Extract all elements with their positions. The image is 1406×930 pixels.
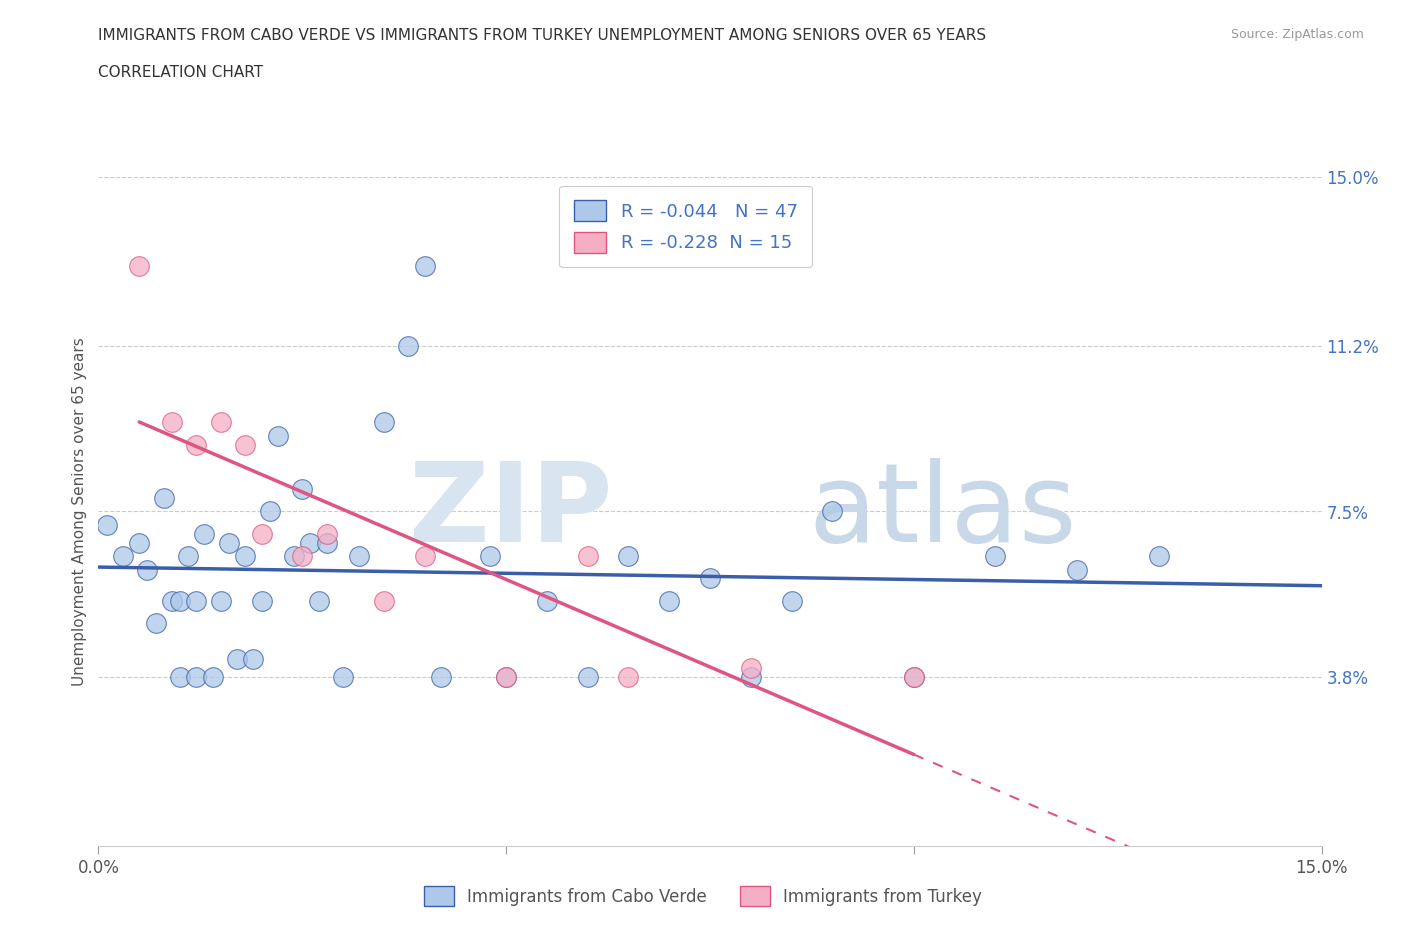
Point — [152, 491, 174, 506]
Text: ZIP: ZIP — [409, 458, 612, 565]
Point — [413, 259, 436, 273]
Point — [576, 670, 599, 684]
Legend: Immigrants from Cabo Verde, Immigrants from Turkey: Immigrants from Cabo Verde, Immigrants f… — [418, 880, 988, 912]
Point — [478, 549, 501, 564]
Point — [226, 651, 249, 666]
Point — [218, 536, 240, 551]
Point — [903, 670, 925, 684]
Text: IMMIGRANTS FROM CABO VERDE VS IMMIGRANTS FROM TURKEY UNEMPLOYMENT AMONG SENIORS : IMMIGRANTS FROM CABO VERDE VS IMMIGRANTS… — [98, 28, 987, 43]
Point — [259, 504, 281, 519]
Point — [821, 504, 844, 519]
Point — [617, 549, 640, 564]
Point — [291, 482, 314, 497]
Point — [283, 549, 305, 564]
Point — [740, 660, 762, 675]
Point — [209, 593, 232, 608]
Point — [536, 593, 558, 608]
Point — [332, 670, 354, 684]
Point — [373, 415, 395, 430]
Point — [201, 670, 224, 684]
Point — [160, 593, 183, 608]
Point — [699, 571, 721, 586]
Point — [233, 437, 256, 452]
Point — [193, 526, 215, 541]
Point — [169, 593, 191, 608]
Text: CORRELATION CHART: CORRELATION CHART — [98, 65, 263, 80]
Text: Source: ZipAtlas.com: Source: ZipAtlas.com — [1230, 28, 1364, 41]
Point — [186, 593, 208, 608]
Point — [349, 549, 371, 564]
Point — [576, 549, 599, 564]
Point — [984, 549, 1007, 564]
Point — [315, 536, 337, 551]
Legend: R = -0.044   N = 47, R = -0.228  N = 15: R = -0.044 N = 47, R = -0.228 N = 15 — [560, 186, 813, 267]
Point — [315, 526, 337, 541]
Point — [903, 670, 925, 684]
Point — [740, 670, 762, 684]
Point — [617, 670, 640, 684]
Point — [396, 339, 419, 353]
Point — [169, 670, 191, 684]
Point — [291, 549, 314, 564]
Point — [495, 670, 517, 684]
Point — [658, 593, 681, 608]
Point — [128, 536, 150, 551]
Point — [495, 670, 517, 684]
Point — [186, 437, 208, 452]
Point — [413, 549, 436, 564]
Text: atlas: atlas — [808, 458, 1077, 565]
Y-axis label: Unemployment Among Seniors over 65 years: Unemployment Among Seniors over 65 years — [72, 338, 87, 686]
Point — [96, 517, 118, 532]
Point — [308, 593, 330, 608]
Point — [160, 415, 183, 430]
Point — [136, 562, 159, 577]
Point — [373, 593, 395, 608]
Point — [186, 670, 208, 684]
Point — [233, 549, 256, 564]
Point — [128, 259, 150, 273]
Point — [1147, 549, 1170, 564]
Point — [242, 651, 264, 666]
Point — [267, 428, 290, 443]
Point — [250, 526, 273, 541]
Point — [250, 593, 273, 608]
Point — [111, 549, 134, 564]
Point — [1066, 562, 1088, 577]
Point — [177, 549, 200, 564]
Point — [145, 616, 167, 631]
Point — [299, 536, 322, 551]
Point — [430, 670, 453, 684]
Point — [780, 593, 803, 608]
Point — [209, 415, 232, 430]
